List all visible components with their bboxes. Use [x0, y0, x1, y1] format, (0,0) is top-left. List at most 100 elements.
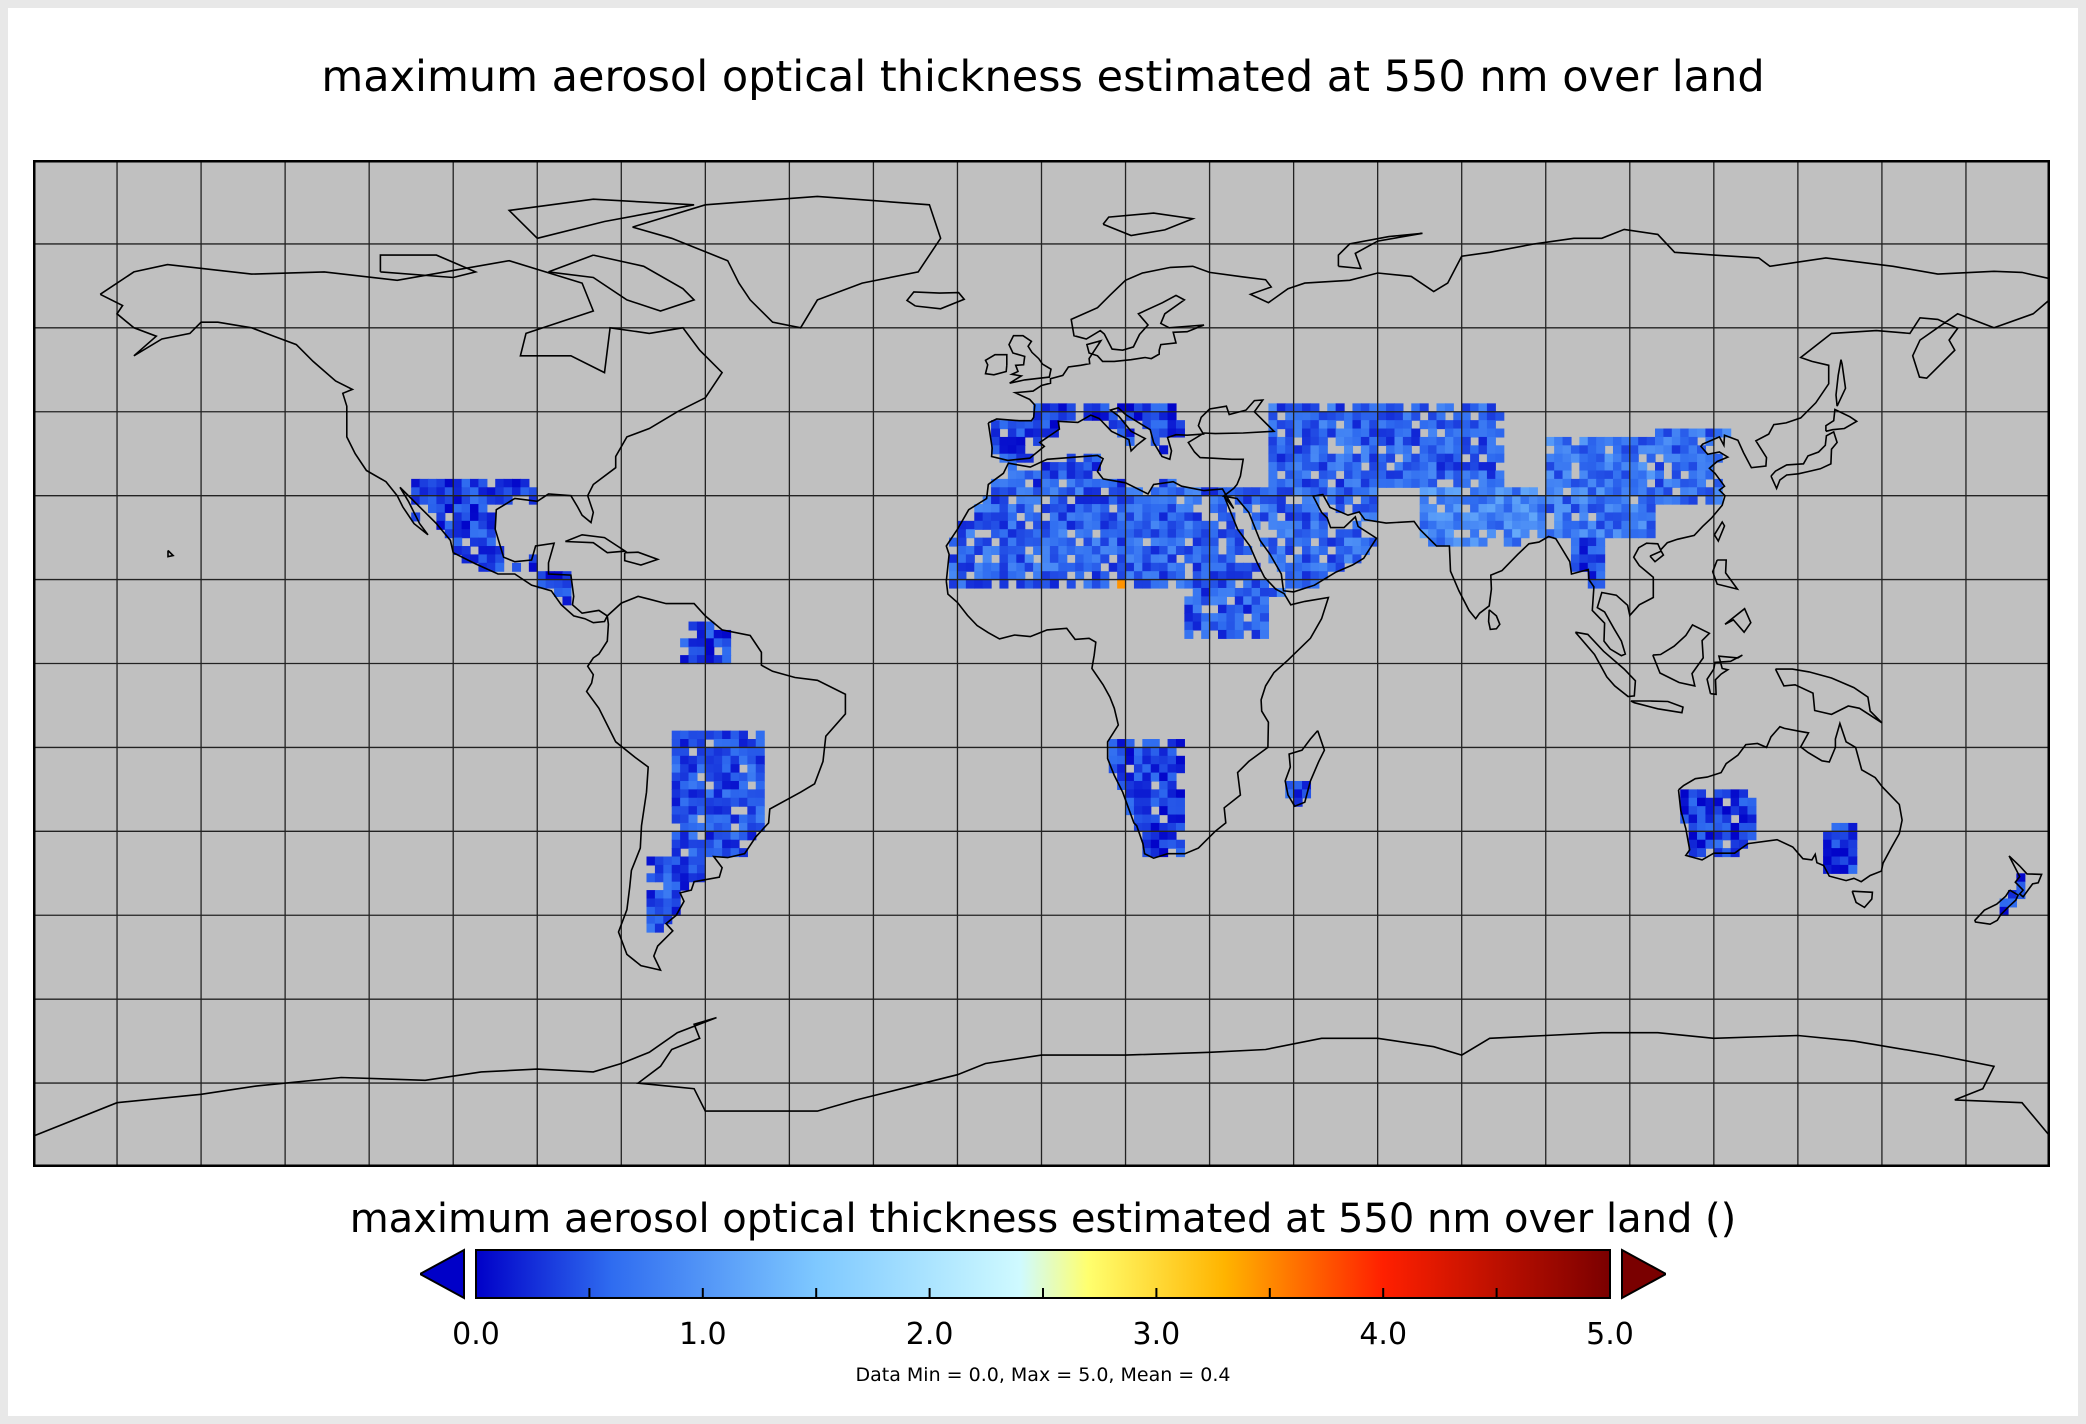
- aod-cell: [1108, 495, 1118, 505]
- aod-cell: [1327, 420, 1337, 430]
- aod-cell: [1117, 780, 1127, 790]
- aod-cell: [1436, 495, 1446, 505]
- aod-cell: [1579, 520, 1589, 530]
- aod-cell: [436, 487, 446, 497]
- aod-cell: [1394, 411, 1404, 421]
- aod-cell: [671, 739, 681, 749]
- aod-cell: [1016, 445, 1026, 455]
- aod-cell: [1688, 839, 1698, 849]
- aod-cell: [1453, 470, 1463, 480]
- aod-cell: [1411, 411, 1421, 421]
- aod-cell: [1495, 512, 1505, 522]
- colorbar-tick-label: 1.0: [679, 1317, 727, 1352]
- aod-cell: [1386, 411, 1396, 421]
- aod-cell: [554, 571, 564, 581]
- aod-cell: [1638, 462, 1648, 472]
- aod-cell: [1100, 403, 1110, 413]
- aod-cell: [1386, 453, 1396, 463]
- aod-cell: [1335, 529, 1345, 539]
- aod-cell: [1554, 512, 1564, 522]
- aod-cell: [1419, 512, 1429, 522]
- aod-cell: [436, 512, 446, 522]
- aod-cell: [738, 747, 748, 757]
- aod-cell: [1285, 780, 1295, 790]
- aod-cell: [1125, 797, 1135, 807]
- aod-cell: [1007, 462, 1017, 472]
- aod-cell: [1133, 814, 1143, 824]
- aod-cell: [486, 529, 496, 539]
- aod-cell: [1394, 470, 1404, 480]
- aod-cell: [495, 487, 505, 497]
- aod-cell: [1436, 453, 1446, 463]
- coastline-australia: [1677, 720, 1903, 883]
- aod-cell: [1739, 806, 1749, 816]
- aod-cell: [2007, 890, 2017, 900]
- aod-cell: [1369, 462, 1379, 472]
- aod-cell: [453, 478, 463, 488]
- aod-cell: [1117, 512, 1127, 522]
- aod-cell: [1604, 436, 1614, 446]
- aod-cell: [1142, 839, 1152, 849]
- aod-cell: [1428, 529, 1438, 539]
- aod-cell: [1268, 436, 1278, 446]
- aod-cell: [1192, 495, 1202, 505]
- aod-cell: [1234, 596, 1244, 606]
- aod-cell: [680, 789, 690, 799]
- aod-cell: [1579, 436, 1589, 446]
- aod-cell: [528, 487, 538, 497]
- aod-cell: [1713, 831, 1723, 841]
- aod-cell: [1175, 789, 1185, 799]
- aod-cell: [696, 739, 706, 749]
- aod-cell: [1545, 504, 1555, 514]
- aod-cell: [1285, 403, 1295, 413]
- aod-cell: [1655, 478, 1664, 488]
- aod-cell: [1587, 445, 1597, 455]
- aod-cell: [1697, 487, 1707, 497]
- coastline-eurasia: [987, 228, 2051, 657]
- aod-cell: [1419, 445, 1429, 455]
- aod-cell: [671, 856, 681, 866]
- aod-cell: [1327, 462, 1337, 472]
- aod-cell: [1285, 411, 1295, 421]
- aod-cell: [1268, 420, 1278, 430]
- aod-cell: [1629, 445, 1639, 455]
- aod-cell: [755, 755, 765, 765]
- aod-cell: [444, 529, 454, 539]
- aod-cell: [705, 629, 715, 639]
- aod-cell: [1444, 537, 1454, 547]
- colorbar-title: maximum aerosol optical thickness estima…: [349, 1196, 1737, 1242]
- aod-cell: [1739, 822, 1749, 832]
- aod-cell: [1646, 520, 1656, 530]
- aod-cell: [1117, 739, 1127, 749]
- aod-cell: [1688, 470, 1698, 480]
- aod-cell: [1217, 487, 1227, 497]
- aod-cell: [1293, 487, 1303, 497]
- aod-cell: [1234, 613, 1244, 623]
- aod-cell: [1596, 495, 1606, 505]
- aod-cell: [1217, 571, 1227, 581]
- aod-cell: [1638, 504, 1648, 514]
- aod-cell: [696, 764, 706, 774]
- aod-cell: [1436, 420, 1446, 430]
- aod-cell: [428, 478, 437, 488]
- aod-cell: [1570, 478, 1580, 488]
- aod-cell: [1133, 504, 1143, 514]
- aod-cell: [1596, 487, 1606, 497]
- aod-cell: [991, 445, 1001, 455]
- aod-cell: [696, 747, 706, 757]
- aod-cell: [1049, 546, 1059, 556]
- aod-cell: [1604, 470, 1614, 480]
- aod-cell: [663, 881, 673, 891]
- aod-cell: [1150, 579, 1160, 589]
- aod-cell: [1108, 764, 1118, 774]
- aod-cell: [1680, 797, 1690, 807]
- aod-cell: [1520, 512, 1530, 522]
- coastline-svalbard: [1102, 212, 1196, 237]
- colorbar-under-arrow: [420, 1248, 465, 1300]
- aod-cell: [1680, 806, 1690, 816]
- aod-cell: [1495, 453, 1505, 463]
- aod-cell: [419, 478, 429, 488]
- aod-cell: [730, 747, 740, 757]
- aod-cell: [1562, 453, 1572, 463]
- aod-cell: [671, 906, 681, 916]
